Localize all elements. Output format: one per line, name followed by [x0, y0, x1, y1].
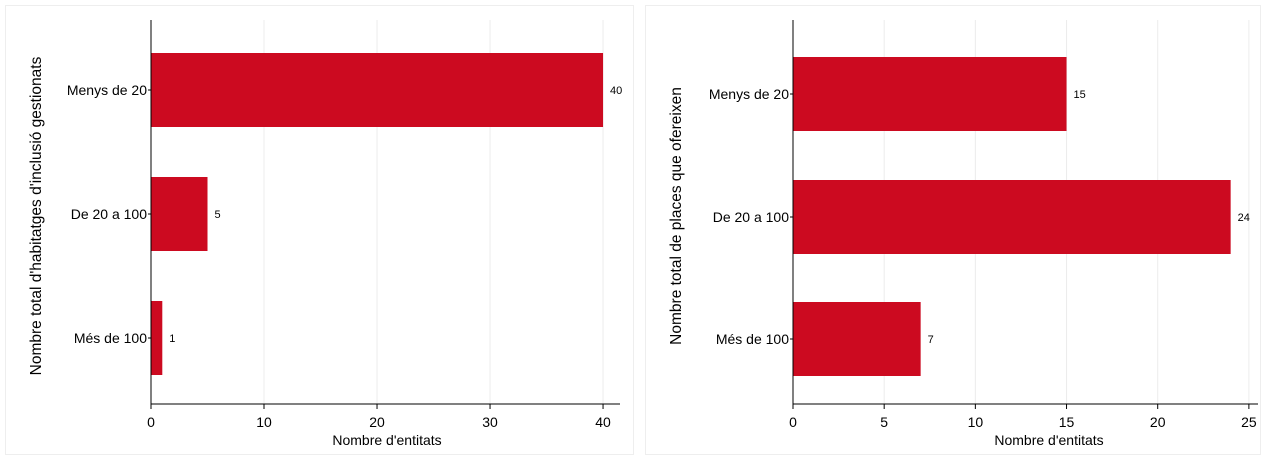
category-label: De 20 a 100 — [71, 206, 147, 222]
x-tick-label: 10 — [968, 414, 984, 430]
x-tick-label: 40 — [595, 414, 611, 430]
category-label: Més de 100 — [716, 331, 789, 347]
x-tick-label: 20 — [369, 414, 385, 430]
data-label: 40 — [610, 85, 622, 97]
category-label: Menys de 20 — [709, 86, 789, 102]
x-tick-label: 5 — [880, 414, 888, 430]
bar — [151, 177, 208, 251]
x-tick-label: 0 — [147, 414, 155, 430]
data-label: 24 — [1238, 212, 1250, 224]
category-label: Menys de 20 — [67, 82, 147, 98]
bar — [793, 302, 921, 376]
bar — [793, 57, 1067, 131]
x-tick-label: 25 — [1241, 414, 1257, 430]
category-label: De 20 a 100 — [713, 209, 789, 225]
x-axis-title: Nombre d'entitats — [332, 432, 441, 448]
chart-panel-left: Nombre total d'habitatges d'inclusió ges… — [5, 5, 634, 455]
x-tick-label: 0 — [789, 414, 797, 430]
y-axis-title: Nombre total d'habitatges d'inclusió ges… — [28, 56, 45, 375]
chart-left: Nombre total d'habitatges d'inclusió ges… — [28, 20, 622, 448]
bar — [151, 301, 163, 375]
bar — [793, 180, 1231, 254]
y-axis-title: Nombre total de places que ofereixen — [668, 87, 685, 345]
chart-right: Nombre total de places que ofereixen Nom… — [668, 20, 1258, 448]
data-label: 7 — [928, 334, 934, 346]
x-tick-label: 10 — [256, 414, 272, 430]
data-label: 5 — [215, 209, 221, 221]
data-label: 15 — [1074, 89, 1086, 101]
x-tick-label: 20 — [1150, 414, 1166, 430]
chart-panel-right: Nombre total de places que ofereixen Nom… — [645, 5, 1261, 455]
data-label: 1 — [169, 333, 175, 345]
bar — [151, 53, 604, 127]
x-axis-title: Nombre d'entitats — [994, 432, 1103, 448]
category-label: Més de 100 — [74, 330, 147, 346]
x-tick-label: 15 — [1059, 414, 1075, 430]
x-tick-label: 30 — [482, 414, 498, 430]
